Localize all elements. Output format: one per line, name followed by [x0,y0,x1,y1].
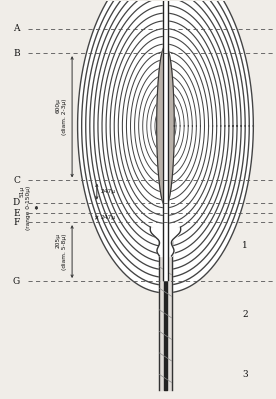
Text: 205µ
(diam. 5-8µ): 205µ (diam. 5-8µ) [55,233,67,270]
Text: C: C [13,176,20,185]
Text: F: F [14,218,20,227]
Text: 3: 3 [242,370,248,379]
Text: 51µ
(range 0-150µ): 51µ (range 0-150µ) [20,186,31,230]
Text: E: E [13,209,20,217]
Text: 2: 2 [242,310,248,319]
Text: 247µ: 247µ [101,189,116,194]
Text: 600µ
(diam. 2-3µ): 600µ (diam. 2-3µ) [55,99,67,135]
Polygon shape [157,46,174,206]
Text: D: D [13,198,20,207]
Text: 247µ: 247µ [101,215,116,220]
Text: G: G [13,277,20,286]
Polygon shape [78,0,253,293]
Text: 1: 1 [242,241,248,250]
Text: A: A [14,24,20,33]
Text: B: B [13,49,20,58]
